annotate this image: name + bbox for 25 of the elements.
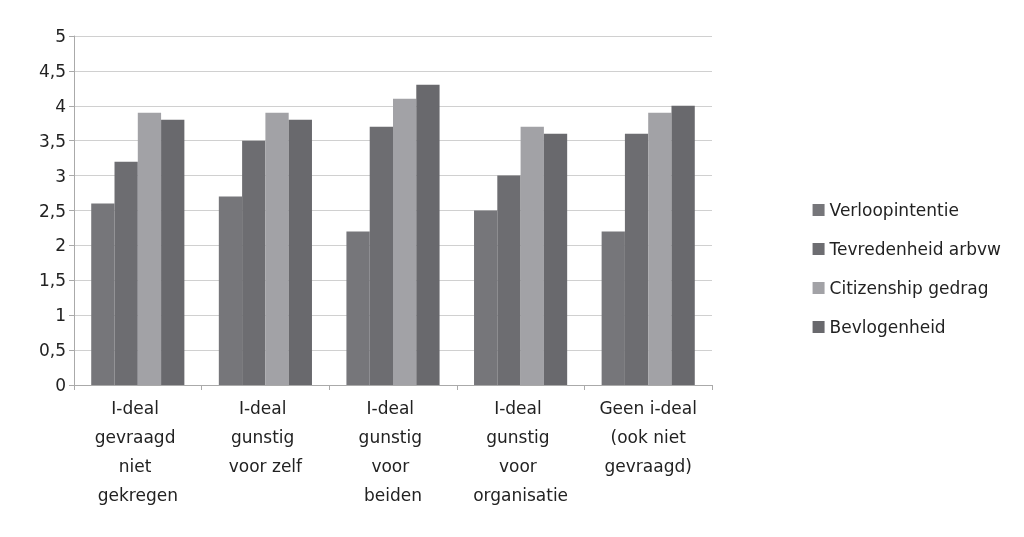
y-tick-label: 4 <box>55 95 66 116</box>
legend-label: Verloopintentie <box>829 200 959 220</box>
y-tick-label: 4,5 <box>38 60 66 81</box>
bar <box>416 84 440 385</box>
y-tick-label: 0 <box>55 375 66 395</box>
bar <box>543 133 568 385</box>
legend-label: Bevlogenheid <box>829 317 946 337</box>
x-tick-label: Geen i-deal (ook niet gevraagd) <box>599 397 697 476</box>
y-tick-label: 3,5 <box>38 130 66 151</box>
bar <box>288 119 312 385</box>
x-tick-label: I-deal gunstig voor organisatie <box>473 397 569 505</box>
legend-label: Tevredenheid arbvw <box>828 239 1002 259</box>
y-tick-label: 3 <box>55 165 66 186</box>
y-tick-label: 1 <box>55 305 66 326</box>
legend-label: Citizenship gedrag <box>829 278 989 298</box>
y-tick-label: 5 <box>55 26 66 46</box>
y-tick-label: 2 <box>55 235 66 256</box>
bar <box>161 119 185 385</box>
y-tick-label: 2,5 <box>38 200 66 221</box>
x-tick-label: I-deal gunstig voor zelf <box>228 397 304 476</box>
x-tick-label: I-deal gunstig voor beiden <box>358 397 428 505</box>
y-tick-label: 0,5 <box>38 340 66 361</box>
y-tick-label: 1,5 <box>38 270 66 291</box>
x-tick-label: I-deal gevraagd niet gekregen <box>94 397 181 505</box>
bar <box>671 105 695 385</box>
